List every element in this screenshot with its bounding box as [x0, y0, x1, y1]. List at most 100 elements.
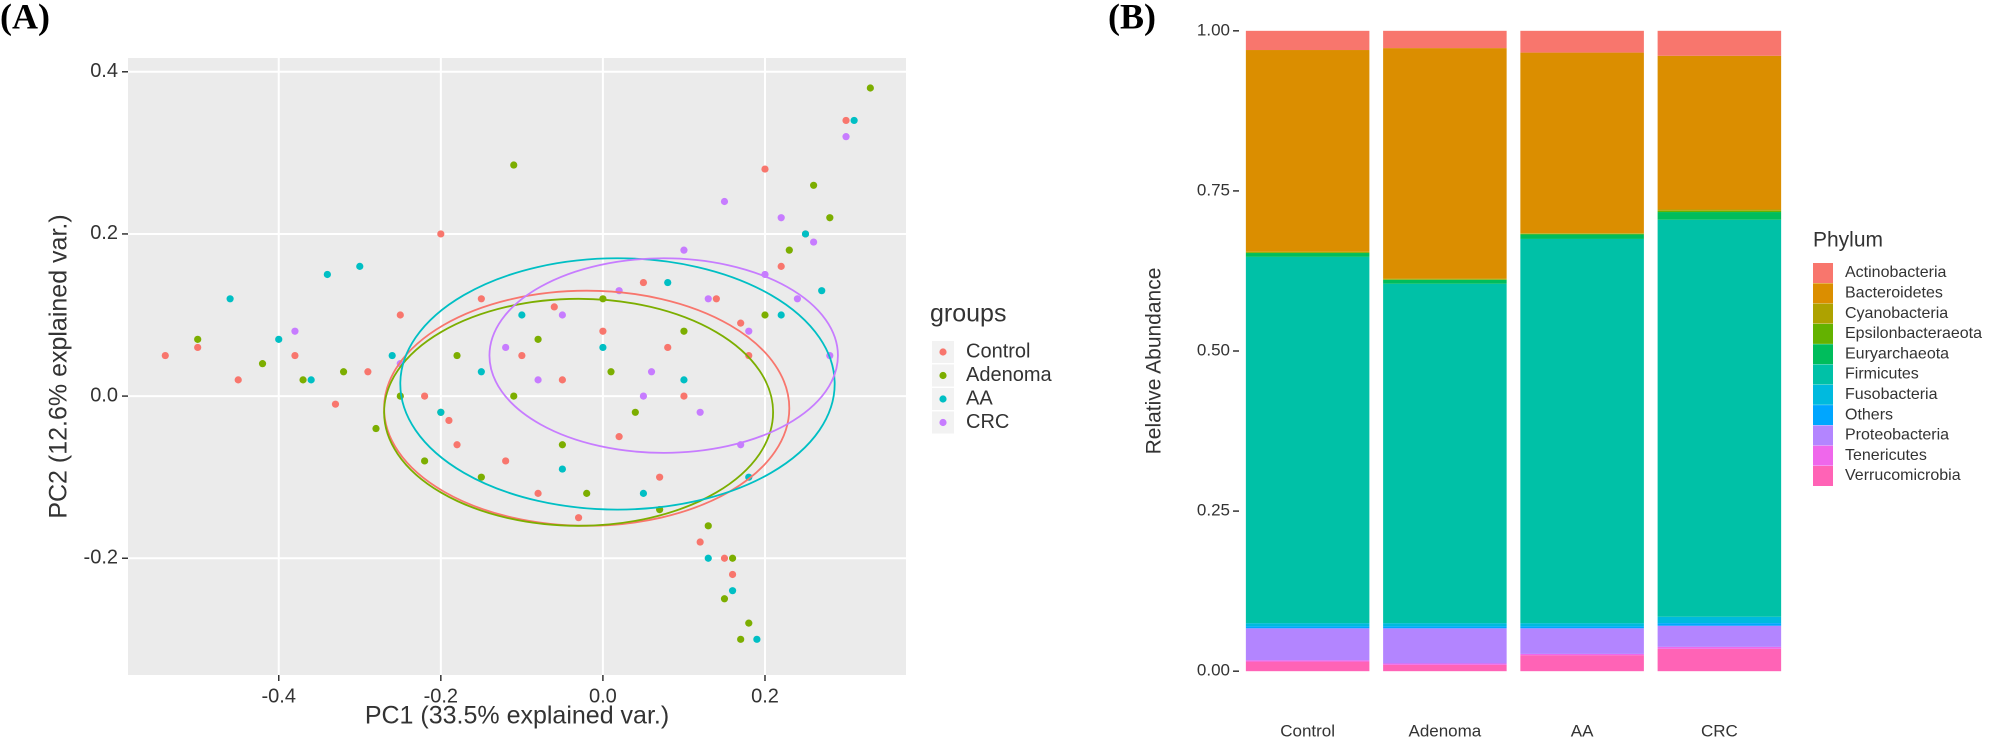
bar-segment — [1520, 52, 1644, 234]
point — [550, 303, 558, 311]
point — [339, 368, 348, 376]
plot-background — [128, 58, 906, 675]
point — [745, 473, 753, 481]
y-tick-label: 0.50 — [1197, 340, 1230, 359]
legend-key — [1813, 263, 1833, 283]
bar-segment — [1245, 626, 1370, 629]
bar-segment — [1657, 623, 1782, 626]
legend-marker — [939, 395, 947, 403]
point — [696, 408, 704, 416]
bar-segment — [1520, 623, 1644, 627]
point — [510, 161, 518, 169]
bar-segment — [1657, 55, 1782, 210]
point — [194, 343, 202, 352]
x-tick-label: Adenoma — [1408, 721, 1481, 740]
point — [639, 392, 648, 400]
point — [583, 489, 591, 497]
bar-segment — [1245, 252, 1370, 254]
bar-segment — [1383, 283, 1507, 624]
point — [631, 408, 639, 416]
bar-segment — [1245, 661, 1370, 672]
point — [502, 343, 510, 352]
bar-segment — [1657, 212, 1782, 220]
bar-segment — [1520, 238, 1644, 624]
point — [502, 457, 510, 465]
point — [445, 416, 453, 425]
point — [518, 311, 526, 319]
legend-title: Phylum — [1813, 229, 1883, 252]
bar-segment — [1657, 648, 1782, 672]
legend-label: Firmicutes — [1845, 366, 1919, 383]
bar-segment — [1383, 628, 1507, 664]
point — [534, 335, 542, 343]
legend-key — [1813, 303, 1833, 324]
point — [728, 570, 737, 579]
bar-segment — [1383, 279, 1507, 284]
point — [574, 514, 583, 522]
point — [777, 262, 785, 270]
legend-key — [1813, 323, 1833, 344]
point — [607, 368, 615, 376]
point — [299, 376, 307, 384]
point — [704, 295, 712, 303]
legend-label: CRC — [966, 411, 1009, 433]
legend-key — [1813, 405, 1833, 426]
point — [810, 238, 818, 246]
point — [680, 246, 688, 254]
point — [664, 278, 672, 287]
point — [842, 116, 850, 125]
point — [323, 270, 331, 279]
point — [421, 457, 429, 465]
point — [680, 392, 688, 400]
point — [226, 295, 234, 303]
y-tick-label: -0.2 — [84, 547, 118, 569]
point — [745, 327, 753, 335]
point — [704, 554, 712, 562]
legend-marker — [939, 418, 947, 427]
y-axis-title: Relative Abundance — [1143, 268, 1166, 455]
point — [558, 311, 566, 319]
point — [728, 587, 737, 595]
point — [745, 619, 753, 627]
bar-segment — [1520, 655, 1644, 672]
point — [761, 311, 769, 319]
bar-segment — [1383, 626, 1507, 629]
bar-segment — [1520, 233, 1644, 235]
legend-label: Control — [966, 340, 1030, 362]
y-tick-label: 0.4 — [90, 60, 118, 82]
legend-marker — [939, 348, 947, 356]
point — [421, 392, 429, 400]
legend-label: Euryarchaeota — [1845, 345, 1949, 362]
x-axis-title: PC1 (33.5% explained var.) — [365, 702, 669, 730]
point — [647, 368, 656, 376]
point — [453, 351, 461, 360]
point — [518, 351, 526, 360]
point — [704, 522, 712, 530]
point — [712, 295, 720, 303]
legend-key — [1813, 344, 1833, 365]
confidence-ellipse — [383, 297, 774, 527]
point — [801, 230, 810, 238]
point — [720, 595, 729, 603]
point — [364, 368, 372, 376]
y-tick-label: 0.2 — [90, 222, 118, 244]
bar-segment — [1245, 50, 1370, 252]
y-tick-label: 1.00 — [1197, 20, 1230, 39]
bar-segment — [1520, 653, 1644, 656]
legend-key — [1813, 425, 1833, 446]
bar-segment — [1657, 210, 1782, 213]
point — [753, 635, 761, 643]
bar-segment — [1245, 251, 1370, 253]
point — [291, 327, 299, 335]
bar-segment — [1520, 234, 1644, 239]
x-tick-label: -0.2 — [424, 685, 458, 707]
x-tick-label: Control — [1280, 721, 1335, 740]
x-tick-label: CRC — [1701, 721, 1738, 740]
point — [356, 262, 364, 270]
y-tick-label: 0.0 — [90, 384, 118, 406]
point — [437, 230, 445, 238]
legend-key — [1813, 384, 1833, 405]
legend-title: groups — [930, 300, 1006, 328]
bar-segment — [1657, 219, 1782, 617]
